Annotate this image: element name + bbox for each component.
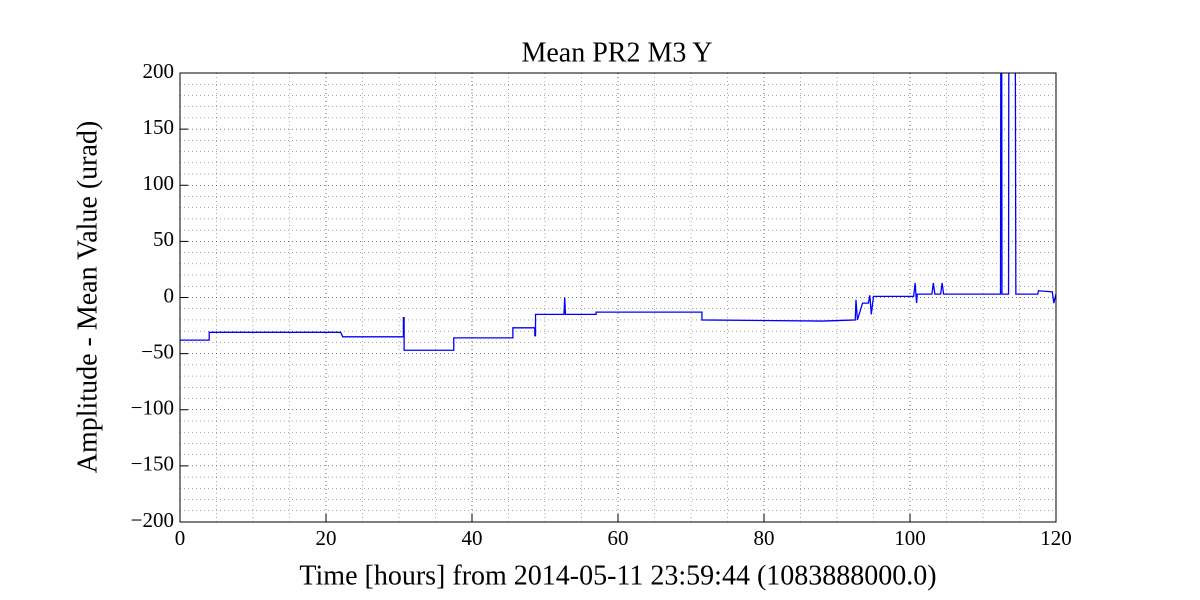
- y-tick-label: −200: [131, 508, 174, 532]
- x-tick-label: 60: [608, 526, 629, 550]
- chart-title: Mean PR2 M3 Y: [521, 37, 712, 68]
- y-tick-label: 0: [164, 283, 175, 307]
- x-tick-label: 80: [754, 526, 775, 550]
- x-tick-label: 20: [316, 526, 337, 550]
- y-tick-label: 150: [143, 115, 175, 139]
- y-tick-label: 200: [143, 59, 175, 83]
- y-tick-label: −50: [141, 339, 174, 363]
- y-tick-label: −150: [131, 452, 174, 476]
- y-tick-label: 100: [143, 171, 175, 195]
- grid: [179, 72, 1057, 523]
- x-tick-label: 0: [175, 526, 186, 550]
- plot-area: [180, 73, 1056, 351]
- y-tick-label: 50: [153, 227, 174, 251]
- x-tick-label: 100: [894, 526, 926, 550]
- y-tick-label: −100: [131, 396, 174, 420]
- x-tick-label: 120: [1040, 526, 1072, 550]
- data-line: [180, 73, 1056, 351]
- y-axis-label: Amplitude - Mean Value (urad): [72, 121, 103, 474]
- x-axis-label: Time [hours] from 2014-05-11 23:59:44 (1…: [299, 560, 936, 591]
- x-tick-label: 40: [462, 526, 483, 550]
